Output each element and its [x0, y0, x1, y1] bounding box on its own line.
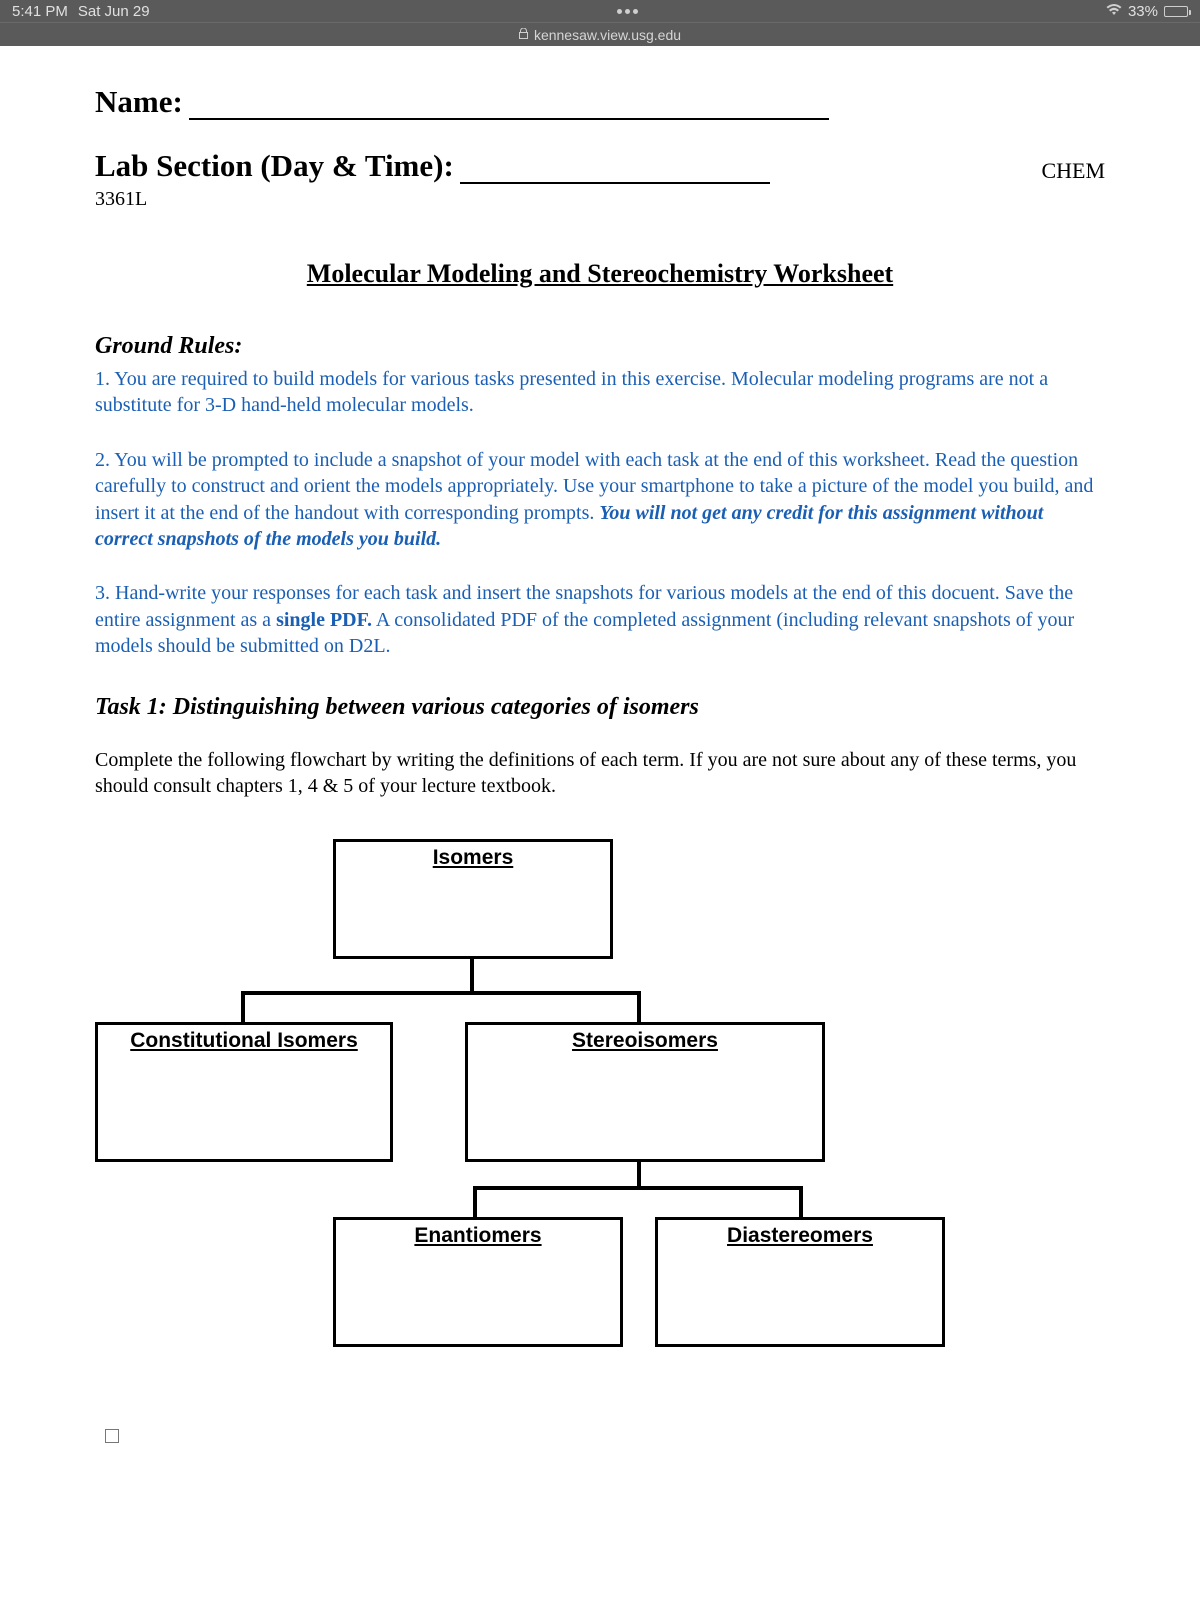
status-date: Sat Jun 29 — [78, 3, 150, 20]
flowchart-connector — [637, 1162, 641, 1186]
flowchart-label-isomers: Isomers — [344, 846, 602, 870]
labsection-label: Lab Section (Day & Time): — [95, 148, 454, 184]
labsection-blank-line[interactable] — [460, 158, 770, 184]
flowchart-connector — [241, 991, 641, 995]
status-bar: 5:41 PM Sat Jun 29 33% kennesaw.view.usg… — [0, 0, 1200, 46]
labsection-field-row: Lab Section (Day & Time): — [95, 148, 770, 184]
flowchart-connector — [470, 959, 474, 991]
page-checkbox[interactable] — [105, 1429, 119, 1443]
battery-percent: 33% — [1128, 3, 1158, 20]
task1-heading: Task 1: Distinguishing between various c… — [95, 694, 1105, 721]
wifi-icon — [1106, 3, 1122, 19]
url-bar[interactable]: kennesaw.view.usg.edu — [0, 22, 1200, 46]
lock-icon — [519, 28, 528, 42]
status-time: 5:41 PM — [12, 3, 68, 20]
flowchart-box-diastereomers[interactable]: Diastereomers — [655, 1217, 945, 1347]
name-field-row: Name: — [95, 84, 1105, 120]
ground-rules-heading: Ground Rules: — [95, 333, 1105, 360]
flowchart-label-constitutional: Constitutional Isomers — [106, 1029, 382, 1053]
name-label: Name: — [95, 84, 183, 120]
document-page: Name: Lab Section (Day & Time): CHEM 336… — [0, 46, 1200, 1473]
flowchart: Isomers Constitutional Isomers Stereoisome… — [95, 839, 1105, 1399]
url-text: kennesaw.view.usg.edu — [534, 27, 681, 43]
flowchart-box-isomers[interactable]: Isomers — [333, 839, 613, 959]
flowchart-connector — [473, 1186, 477, 1217]
rule-3: 3. Hand-write your responses for each ta… — [95, 580, 1105, 659]
flowchart-label-stereo: Stereoisomers — [476, 1029, 814, 1053]
flowchart-label-enantiomers: Enantiomers — [344, 1224, 612, 1248]
battery-icon — [1164, 6, 1188, 17]
flowchart-connector — [637, 991, 641, 1022]
flowchart-connector — [241, 991, 245, 1022]
flowchart-box-stereo[interactable]: Stereoisomers — [465, 1022, 825, 1162]
dept-code: CHEM — [1041, 158, 1105, 184]
flowchart-connector — [473, 1186, 803, 1190]
flowchart-box-constitutional[interactable]: Constitutional Isomers — [95, 1022, 393, 1162]
flowchart-connector — [799, 1186, 803, 1217]
course-code: 3361L — [95, 188, 1105, 211]
rule-1: 1. You are required to build models for … — [95, 366, 1105, 419]
flowchart-box-enantiomers[interactable]: Enantiomers — [333, 1217, 623, 1347]
worksheet-title: Molecular Modeling and Stereochemistry W… — [95, 259, 1105, 289]
multitask-dots-icon[interactable] — [617, 9, 638, 14]
task1-instructions: Complete the following flowchart by writ… — [95, 747, 1105, 800]
name-blank-line[interactable] — [189, 94, 829, 120]
rule-2: 2. You will be prompted to include a sna… — [95, 447, 1105, 553]
flowchart-label-diastereomers: Diastereomers — [666, 1224, 934, 1248]
